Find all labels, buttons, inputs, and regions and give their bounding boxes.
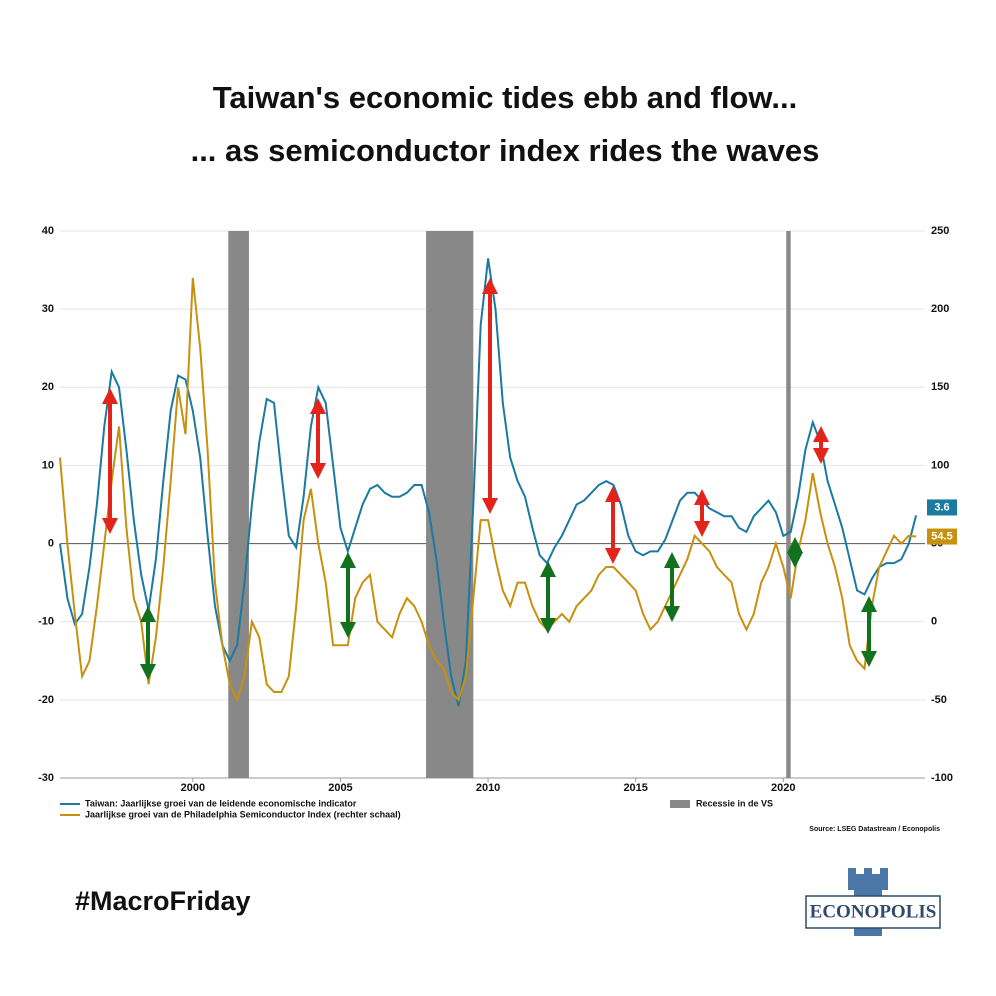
- legend-label: Jaarlijkse groei van de Philadelphia Sem…: [85, 809, 401, 819]
- plot-area: -30-20-10010203040-100-50050100150200250…: [38, 225, 957, 819]
- y-tick-label: -30: [38, 772, 54, 784]
- logo: ECONOPOLIS: [805, 868, 941, 936]
- hashtag: #MacroFriday: [75, 886, 251, 916]
- y-tick-label: -10: [38, 616, 54, 628]
- x-tick-label: 2020: [771, 782, 795, 794]
- recession-band: [228, 231, 249, 778]
- end-label-text: 3.6: [934, 501, 949, 513]
- end-label: 3.6: [927, 499, 957, 516]
- y-tick-label: 30: [42, 303, 54, 315]
- annotation-arrows: [102, 278, 877, 680]
- y-tick-label: 40: [42, 225, 54, 237]
- series-line: [59, 258, 918, 707]
- logo-text: ECONOPOLIS: [810, 901, 937, 922]
- legend-label: Recessie in de VS: [696, 798, 773, 808]
- y2-tick-label: 200: [931, 303, 949, 315]
- chart-title: Taiwan's economic tides ebb and flow...: [213, 80, 797, 115]
- y2-tick-label: 0: [931, 616, 937, 628]
- chart-subtitle: ... as semiconductor index rides the wav…: [191, 133, 820, 168]
- logo-box: [805, 895, 941, 929]
- y2-tick-label: 250: [931, 225, 949, 237]
- end-label-box: [927, 528, 957, 545]
- y2-tick-label: -50: [931, 694, 947, 706]
- x-tick-label: 2010: [476, 782, 500, 794]
- y2-tick-label: -100: [931, 772, 953, 784]
- recession-band: [426, 231, 474, 778]
- end-label: 54.5: [927, 528, 957, 545]
- x-tick-label: 2005: [328, 782, 352, 794]
- series-line: [59, 277, 917, 703]
- y-tick-label: 10: [42, 459, 54, 471]
- y-tick-label: -20: [38, 694, 54, 706]
- y-tick-label: 0: [48, 537, 54, 549]
- end-label-text: 54.5: [931, 530, 952, 542]
- legend-label: Taiwan: Jaarlijkse groei van de leidende…: [85, 798, 357, 808]
- y2-tick-label: 100: [931, 459, 949, 471]
- y-tick-label: 20: [42, 381, 54, 393]
- end-label-box: [927, 499, 957, 516]
- y2-tick-label: 150: [931, 381, 949, 393]
- x-tick-label: 2000: [181, 782, 205, 794]
- recession-band: [786, 231, 791, 778]
- legend-swatch: [670, 800, 690, 808]
- source: Source: LSEG Datastream / Econopolis: [809, 826, 940, 833]
- x-tick-label: 2015: [623, 782, 647, 794]
